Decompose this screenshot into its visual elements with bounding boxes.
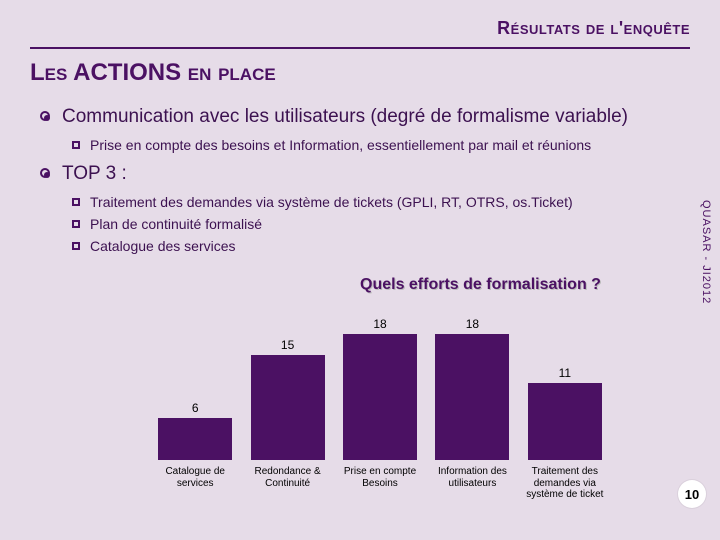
bullet-level1: Communication avec les utilisateurs (deg… — [40, 105, 690, 130]
chart-bar-value: 18 — [373, 317, 386, 331]
chart-bar-value: 18 — [466, 317, 479, 331]
chart-bar-column: 18 — [428, 317, 516, 460]
bullet-level2: Plan de continuité formalisé — [40, 215, 690, 233]
bullet-level2: Prise en compte des besoins et Informati… — [40, 136, 690, 154]
bullet2-marker-icon — [72, 141, 80, 149]
chart-bar-column: 15 — [243, 338, 331, 460]
bullet1-text: Communication avec les utilisateurs (deg… — [62, 105, 628, 130]
bullet-level2: Catalogue des services — [40, 237, 690, 255]
chart-bar — [158, 418, 232, 460]
bullet-list: Communication avec les utilisateurs (deg… — [30, 105, 690, 255]
chart-bar — [343, 334, 417, 460]
section-title: Les ACTIONS en place — [30, 49, 690, 105]
page-number: 10 — [678, 480, 706, 508]
chart-xaxis: Catalogue de servicesRedondance & Contin… — [145, 466, 615, 501]
bullet1-text: TOP 3 : — [62, 162, 127, 187]
chart-bar — [251, 355, 325, 460]
chart-bar-column: 6 — [151, 401, 239, 460]
bullet2-text: Prise en compte des besoins et Informati… — [90, 136, 591, 154]
chart-bar — [435, 334, 509, 460]
chart-bar-value: 15 — [281, 338, 294, 352]
chart-plot: 6 15 18 18 11 — [145, 320, 615, 460]
chart: Quels efforts de formalisation ? 6151818… — [145, 320, 625, 500]
bullet2-text: Plan de continuité formalisé — [90, 215, 262, 233]
side-label: QUASAR - JI2012 — [700, 200, 712, 304]
bullet-level1: TOP 3 : — [40, 162, 690, 187]
bullet2-text: Catalogue des services — [90, 237, 236, 255]
bullet2-marker-icon — [72, 220, 80, 228]
chart-bar-value: 11 — [559, 366, 571, 380]
chart-x-label: Information des utilisateurs — [428, 466, 516, 501]
header-title: Résultats de l'enquête — [30, 18, 690, 49]
chart-bar-value: 6 — [192, 401, 199, 415]
chart-x-label: Traitement des demandes via système de t… — [521, 466, 609, 501]
bullet2-text: Traitement des demandes via système de t… — [90, 193, 573, 211]
bullet2-marker-icon — [72, 198, 80, 206]
chart-bar-column: 11 — [521, 366, 609, 460]
chart-x-label: Redondance & Continuité — [243, 466, 331, 501]
slide: Résultats de l'enquête Les ACTIONS en pl… — [0, 0, 720, 540]
bullet-level2: Traitement des demandes via système de t… — [40, 193, 690, 211]
chart-bar — [528, 383, 602, 460]
chart-title: Quels efforts de formalisation ? — [360, 276, 601, 294]
chart-x-label: Catalogue de services — [151, 466, 239, 501]
bullet1-marker-icon — [40, 111, 50, 121]
bullet1-marker-icon — [40, 168, 50, 178]
chart-x-label: Prise en compte Besoins — [336, 466, 424, 501]
chart-bar-column: 18 — [336, 317, 424, 460]
bullet2-marker-icon — [72, 242, 80, 250]
